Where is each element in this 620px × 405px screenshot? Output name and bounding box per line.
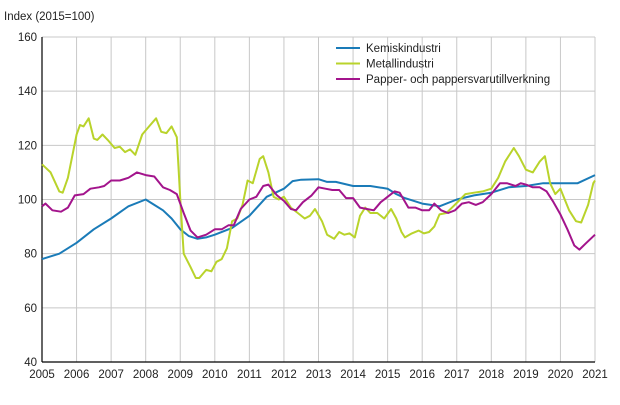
x-tick-label: 2012	[271, 369, 297, 381]
y-tick-label: 60	[24, 303, 37, 315]
x-tick-label: 2014	[340, 369, 366, 381]
x-tick-label: 2010	[202, 369, 228, 381]
y-tick-label: 140	[18, 86, 37, 98]
x-tick-label: 2013	[306, 369, 332, 381]
y-tick-label: 100	[18, 195, 37, 207]
x-tick-label: 2018	[479, 369, 505, 381]
x-tick-label: 2007	[98, 369, 124, 381]
x-tick-label: 2021	[582, 369, 608, 381]
x-tick-label: 2020	[548, 369, 574, 381]
x-tick-label: 2016	[409, 369, 435, 381]
y-tick-label: 40	[24, 357, 37, 369]
y-tick-label: 160	[18, 32, 37, 44]
series-line-metallindustri	[41, 117, 596, 279]
x-tick-label: 2008	[133, 369, 159, 381]
x-tick-label: 2005	[29, 369, 55, 381]
legend-label: Papper- och pappersvarutillverkning	[366, 74, 550, 86]
legend-label: Metallindustri	[366, 59, 434, 71]
x-tick-label: 2017	[444, 369, 470, 381]
x-tick-label: 2019	[513, 369, 539, 381]
x-tick-label: 2011	[237, 369, 262, 381]
series-line-papper-och-pappersvarutillverkning	[41, 171, 596, 251]
series-line-kemiskindustri	[41, 174, 596, 261]
x-tick-label: 2015	[375, 369, 401, 381]
y-axis-label: Index (2015=100)	[4, 11, 95, 23]
legend-label: Kemiskindustri	[366, 43, 441, 55]
x-tick-label: 2009	[167, 369, 193, 381]
y-tick-label: 120	[18, 140, 37, 152]
x-tick-label: 2006	[64, 369, 90, 381]
y-tick-label: 80	[24, 249, 37, 261]
